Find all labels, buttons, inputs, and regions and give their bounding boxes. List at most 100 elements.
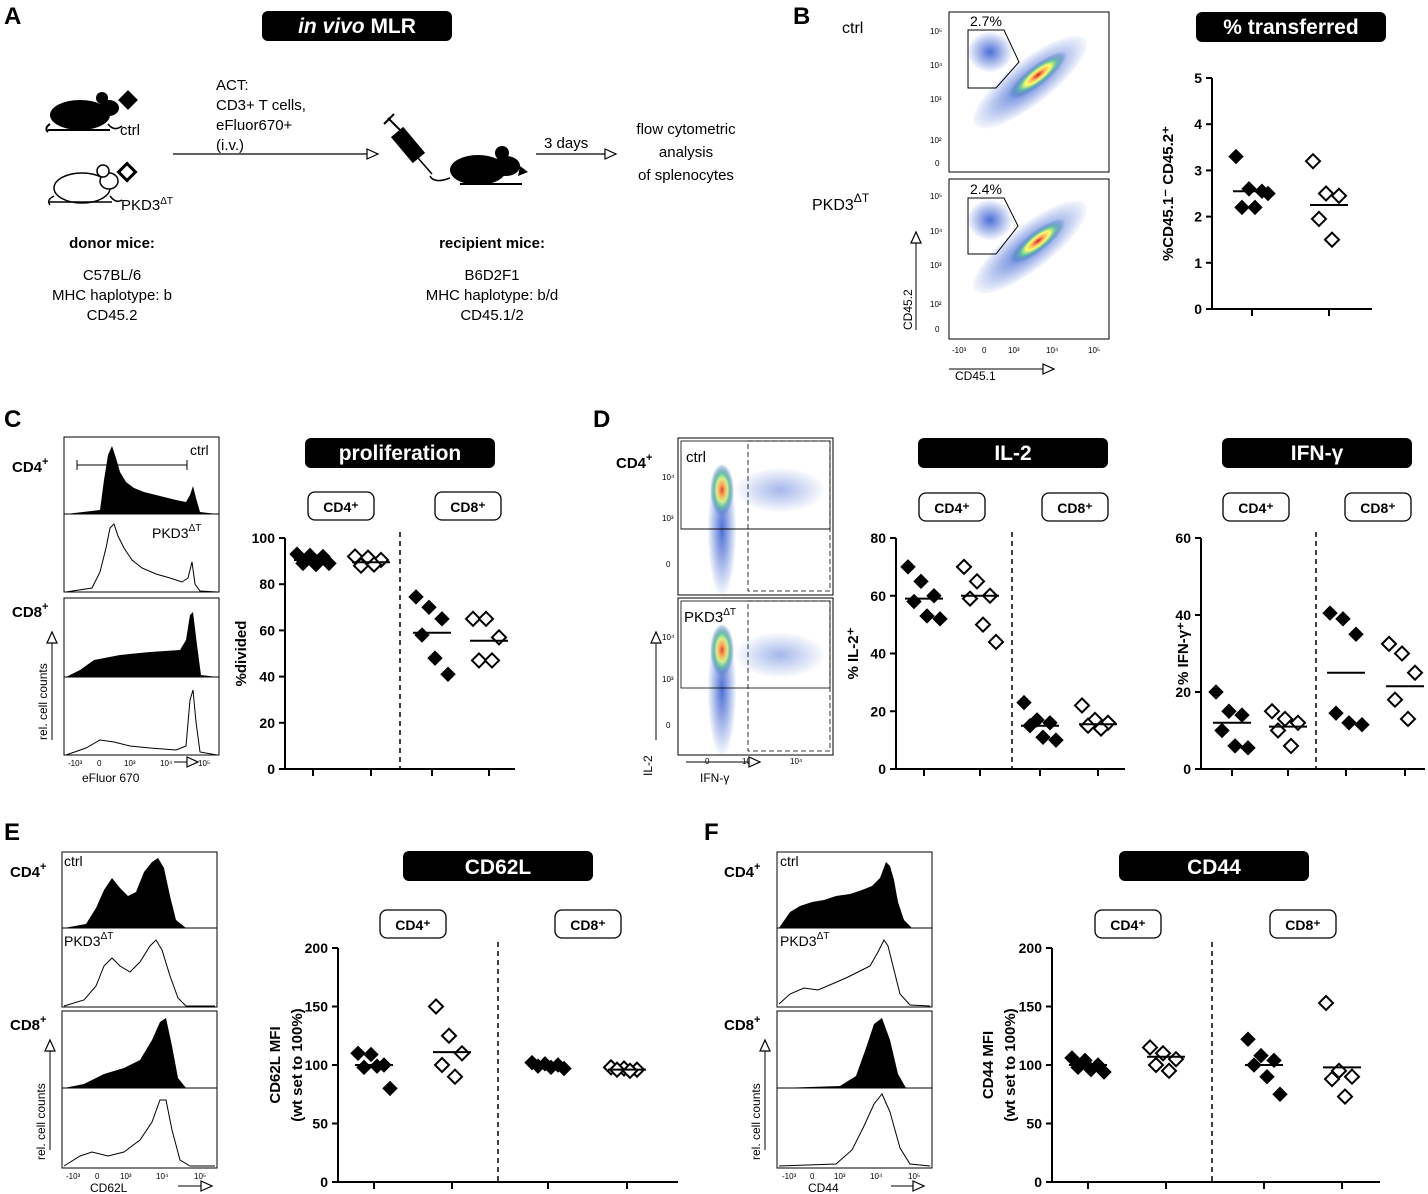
svg-text:10²: 10²: [930, 136, 942, 145]
data-point-ctrl: [1214, 722, 1230, 739]
y-axis-label: %CD45.1⁻ CD45.2⁺: [1160, 126, 1177, 261]
y-tick-label: 50: [312, 1116, 328, 1132]
recipient-heading: recipient mice:: [439, 235, 545, 252]
donor-line-3: CD45.2: [87, 307, 138, 324]
y-tick-label: 80: [259, 576, 275, 592]
data-point-ctrl: [308, 556, 324, 573]
data-point-ko: [1276, 710, 1294, 728]
analysis-line-2: analysis: [659, 144, 713, 161]
hist-e-cd4-ko: [63, 939, 215, 1007]
b-ctrl-label: ctrl: [842, 20, 863, 37]
data-point-ko: [1330, 187, 1348, 205]
data-point-ko: [1269, 722, 1287, 739]
subgroup-box: [434, 491, 502, 521]
e-y-axis-label: rel. cell counts: [34, 1083, 48, 1160]
data-point-ctrl: [434, 611, 450, 627]
svg-text:10⁵: 10⁵: [930, 192, 942, 201]
y-axis-label-2: (wt set to 100%): [289, 1008, 306, 1121]
d-cd4-label: CD4+: [616, 452, 652, 472]
svg-text:10⁴: 10⁴: [930, 61, 943, 70]
donor-line-2: MHC haplotype: b: [52, 287, 172, 304]
data-point-ctrl: [913, 573, 929, 590]
svg-text:10⁴: 10⁴: [156, 1172, 169, 1181]
ctrl-mouse-label: ctrl: [120, 122, 140, 139]
data-point-ko: [1160, 1062, 1178, 1080]
title-ifng: IFN-γ: [1291, 442, 1344, 465]
data-point-ko: [1380, 635, 1398, 653]
data-point-ctrl: [440, 666, 456, 682]
hist-f-cd4-ctrl: [779, 862, 912, 928]
svg-text:0: 0: [810, 1172, 815, 1181]
y-tick-label: 100: [252, 530, 276, 546]
svg-text:10³: 10³: [1008, 346, 1020, 355]
subgroup-label: CD4⁺: [934, 500, 969, 516]
data-point-ko: [440, 1027, 458, 1045]
svg-text:10³: 10³: [662, 675, 674, 684]
f-x-axis-label: CD44: [808, 1181, 839, 1194]
flow-plot-d-ctrl: ctrl: [677, 437, 834, 596]
white-mouse-icon: [47, 164, 119, 206]
data-point-ctrl: [369, 1058, 385, 1074]
e-cd8-label: CD8+: [10, 1014, 46, 1034]
svg-text:10³: 10³: [930, 95, 942, 104]
data-point-ctrl: [289, 546, 305, 562]
data-point-ctrl: [421, 599, 437, 616]
hist-e-cd8-ctrl: [64, 1018, 186, 1088]
svg-text:10⁴: 10⁴: [1046, 346, 1059, 355]
svg-text:10²: 10²: [930, 300, 942, 309]
data-point-ctrl: [1240, 1031, 1256, 1047]
hist-c-cd4-ctrl: [66, 446, 217, 514]
data-point-ko: [1323, 1070, 1341, 1088]
y-axis-label: % IFN-γ⁺: [1175, 622, 1192, 685]
data-point-ko: [433, 1056, 451, 1074]
data-point-ko: [453, 1044, 471, 1062]
e-cd4-label: CD4+: [10, 861, 46, 881]
donor-line-1: C57BL/6: [83, 267, 141, 284]
subgroup-label: CD8⁺: [570, 917, 605, 933]
y-tick-label: 150: [1019, 999, 1043, 1015]
title-pill-transferred: [1196, 12, 1386, 42]
data-point-ko: [470, 652, 488, 669]
svg-text:10³: 10³: [662, 514, 674, 523]
subgroup-box: [554, 909, 622, 939]
data-point-ko: [1167, 1050, 1185, 1068]
y-tick-label: 40: [1175, 607, 1191, 623]
panel-letter-a: A: [4, 3, 21, 30]
data-point-ctrl: [1259, 1068, 1275, 1085]
panel-letter-c: C: [4, 406, 21, 433]
panel-letter-d: D: [593, 406, 610, 433]
hist-e-cd8-ko: [63, 1099, 215, 1167]
hist-c-cd8-ctrl: [66, 612, 217, 677]
y-tick-label: 0: [1034, 1174, 1042, 1190]
d-x-axis-label: IFN-γ: [700, 771, 729, 785]
data-point-ctrl: [1240, 740, 1256, 756]
recipient-line-3: CD45.1/2: [460, 307, 523, 324]
data-point-ko: [1343, 1068, 1361, 1086]
y-axis-label: CD44 MFI: [980, 1031, 997, 1099]
y-tick-label: 60: [1175, 530, 1191, 546]
syringe-icon: [383, 113, 433, 175]
data-point-ko: [974, 616, 992, 634]
panel-c: C CD4+ CD8+ ctrl PKD3ΔT rel. cell counts…: [4, 406, 515, 785]
data-point-ko: [961, 590, 979, 608]
data-point-ctrl: [302, 547, 318, 564]
title-il2: IL-2: [994, 442, 1031, 465]
chart-transferred: 0 1 2 3 4 5 %CD45.1⁻ CD45.2⁺: [1160, 70, 1372, 317]
data-point-ctrl: [1016, 694, 1032, 711]
data-point-ko: [1263, 702, 1281, 720]
data-point-ko: [1141, 1039, 1159, 1056]
title-transferred: % transferred: [1223, 16, 1358, 39]
data-point-ctrl: [1341, 715, 1357, 731]
subgroup-box: [307, 491, 375, 521]
svg-text:10⁴: 10⁴: [160, 759, 173, 768]
data-point-ctrl: [1322, 605, 1338, 621]
e-ko-label: PKD3ΔT: [64, 931, 113, 949]
y-tick-label: 0: [1194, 301, 1202, 317]
svg-text:10⁴: 10⁴: [662, 473, 675, 482]
title-proliferation: proliferation: [339, 442, 462, 465]
hist-e-cd8-box: [61, 1010, 218, 1169]
svg-text:10³: 10³: [834, 1172, 846, 1181]
chart-il2: 0 20 40 60 80 % IL-2⁺ CD4⁺ CD8⁺: [845, 492, 1125, 777]
y-tick-label: 4: [1194, 116, 1202, 132]
recipient-mouse-icon: [429, 146, 528, 185]
